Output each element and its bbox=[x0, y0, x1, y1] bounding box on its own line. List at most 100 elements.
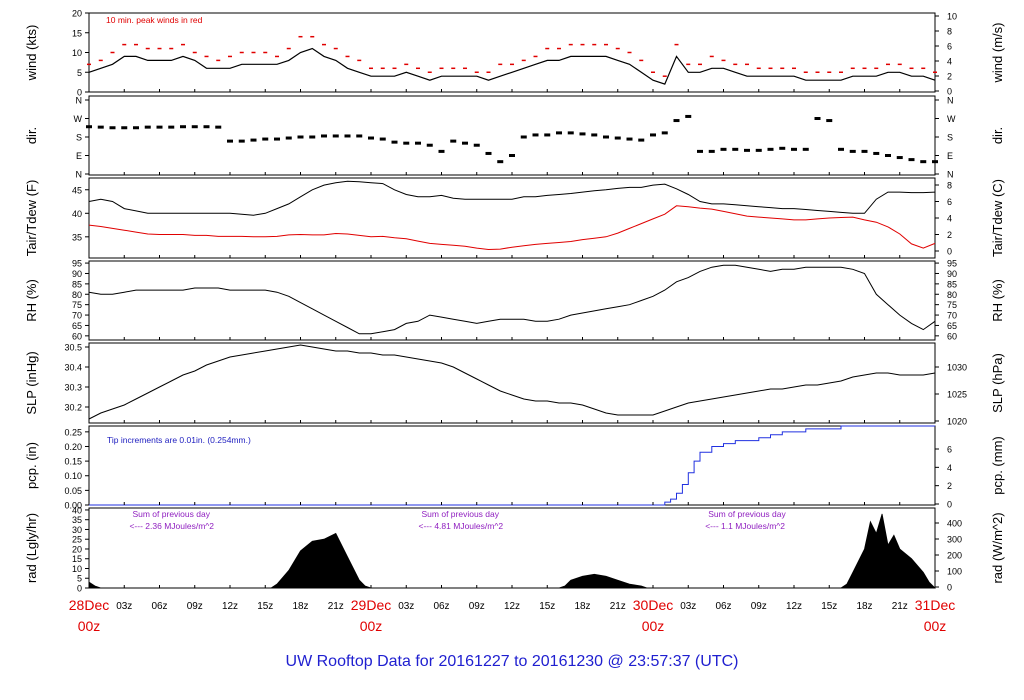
wind-direction-point bbox=[144, 125, 151, 129]
wind-direction-point bbox=[838, 147, 844, 151]
wind-direction-point bbox=[379, 137, 386, 141]
left-tick-label: N bbox=[76, 96, 83, 106]
right-tick-label: 10 bbox=[947, 12, 957, 22]
left-tick-label: 95 bbox=[72, 259, 82, 269]
left-tick-label: 65 bbox=[72, 321, 82, 331]
wind-direction-point bbox=[426, 143, 433, 147]
right-axis-label-pcp: pcp. (mm) bbox=[990, 436, 1005, 495]
left-tick-label: 0.20 bbox=[64, 442, 82, 452]
date-time-label: 00z bbox=[360, 618, 383, 634]
right-tick-label: N bbox=[947, 170, 954, 180]
left-tick-label: 45 bbox=[72, 185, 82, 195]
right-tick-label: E bbox=[947, 151, 953, 161]
right-axis-label-temp: Tair/Tdew (C) bbox=[990, 179, 1005, 257]
x-tick-label: 06z bbox=[715, 601, 731, 612]
wind-direction-point bbox=[908, 158, 915, 162]
left-tick-label: S bbox=[76, 133, 82, 143]
right-tick-label: 8 bbox=[947, 27, 952, 37]
left-axis-label-wind: wind (kts) bbox=[24, 25, 39, 82]
wind-direction-point bbox=[896, 156, 903, 160]
left-axis-label-rh: RH (%) bbox=[24, 279, 39, 322]
left-tick-label: 5 bbox=[77, 68, 82, 78]
chart-title: UW Rooftop Data for 20161227 to 20161230… bbox=[286, 653, 739, 670]
relative-humidity-line bbox=[88, 264, 936, 335]
left-tick-label: 35 bbox=[72, 232, 82, 242]
left-tick-label: 40 bbox=[72, 209, 82, 219]
date-label: 29Dec bbox=[351, 597, 391, 613]
x-tick-label: 09z bbox=[469, 601, 485, 612]
right-tick-label: 2 bbox=[947, 72, 952, 82]
wind-direction-point bbox=[532, 133, 539, 137]
right-tick-label: 6 bbox=[947, 445, 952, 455]
date-label: 28Dec bbox=[69, 597, 109, 613]
x-tick-label: 06z bbox=[433, 601, 449, 612]
radiation-daily-sum-label: Sum of previous day bbox=[422, 509, 500, 519]
precipitation-line bbox=[89, 425, 935, 506]
x-tick-label: 03z bbox=[680, 601, 696, 612]
left-tick-label: 0.25 bbox=[64, 427, 82, 437]
wind-direction-point bbox=[250, 138, 257, 142]
wind-direction-point bbox=[438, 149, 445, 153]
wind-direction-point bbox=[403, 141, 410, 145]
left-tick-label: E bbox=[76, 151, 82, 161]
wind-direction-point bbox=[802, 147, 809, 151]
right-tick-label: W bbox=[947, 114, 956, 124]
wind-direction-point bbox=[697, 149, 703, 153]
date-time-label: 00z bbox=[642, 618, 665, 634]
x-tick-label: 12z bbox=[504, 601, 520, 612]
panel-frame-dir bbox=[88, 95, 936, 176]
wind-direction-point bbox=[885, 154, 891, 157]
x-tick-label: 21z bbox=[892, 601, 908, 612]
x-tick-label: 06z bbox=[151, 601, 167, 612]
right-tick-label: 2 bbox=[947, 230, 952, 240]
right-axis-label-slp: SLP (hPa) bbox=[990, 353, 1005, 413]
left-tick-label: 0 bbox=[77, 88, 82, 98]
radiation-daily-sum-label: Sum of previous day bbox=[708, 509, 786, 519]
right-tick-label: 400 bbox=[947, 519, 962, 529]
wind-direction-point bbox=[544, 133, 551, 137]
date-label: 30Dec bbox=[633, 597, 673, 613]
wind-direction-point bbox=[356, 134, 363, 138]
wind-direction-point bbox=[168, 125, 175, 129]
radiation-daily-sum-value: <--- 4.81 MJoules/m^2 bbox=[419, 521, 504, 531]
wind-direction-point bbox=[391, 140, 398, 144]
panel-frame-slp bbox=[88, 342, 936, 424]
wind-direction-point bbox=[826, 119, 833, 123]
x-tick-label: 03z bbox=[116, 601, 132, 612]
wind-direction-point bbox=[238, 139, 245, 143]
wind-direction-point bbox=[473, 143, 480, 147]
left-axis-label-pcp: pcp. (in) bbox=[24, 442, 39, 489]
panel-frame-rh bbox=[88, 260, 936, 341]
left-tick-label: 25 bbox=[72, 535, 82, 545]
wind-direction-point bbox=[262, 137, 269, 141]
x-tick-label: 21z bbox=[328, 601, 344, 612]
left-tick-label: 15 bbox=[72, 554, 82, 564]
x-tick-label: 09z bbox=[187, 601, 203, 612]
radiation-area bbox=[88, 513, 936, 589]
right-tick-label: 80 bbox=[947, 290, 957, 300]
right-axis-label-wind: wind (m/s) bbox=[990, 23, 1005, 84]
right-tick-label: 70 bbox=[947, 311, 957, 321]
wind-direction-point bbox=[497, 160, 504, 164]
left-tick-label: 5 bbox=[77, 574, 82, 584]
wind-direction-point bbox=[814, 117, 821, 120]
left-tick-label: 30.5 bbox=[64, 343, 82, 353]
left-tick-label: 20 bbox=[72, 9, 82, 19]
radiation-daily-sum-label: Sum of previous day bbox=[132, 509, 210, 519]
wind-direction-point bbox=[97, 125, 104, 129]
wind-direction-point bbox=[791, 147, 797, 151]
right-tick-label: 60 bbox=[947, 331, 957, 341]
wind-direction-point bbox=[744, 148, 750, 152]
precip-tip-annotation: Tip increments are 0.01in. (0.254mm.) bbox=[107, 435, 251, 445]
left-tick-label: 0.00 bbox=[64, 501, 82, 511]
wind-direction-point bbox=[86, 125, 92, 129]
right-tick-label: S bbox=[947, 133, 953, 143]
right-axis-label-rh: RH (%) bbox=[990, 279, 1005, 322]
right-tick-label: 75 bbox=[947, 300, 957, 310]
left-tick-label: 0.05 bbox=[64, 486, 82, 496]
wind-speed-line bbox=[88, 47, 936, 85]
left-tick-label: 20 bbox=[72, 544, 82, 554]
right-axis-label-rad: rad (W/m^2) bbox=[990, 512, 1005, 583]
right-tick-label: 0 bbox=[947, 87, 952, 97]
